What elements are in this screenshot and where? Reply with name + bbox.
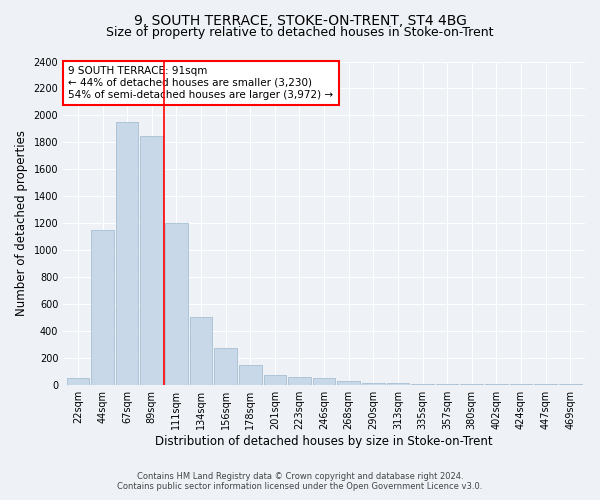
Y-axis label: Number of detached properties: Number of detached properties: [15, 130, 28, 316]
Bar: [337, 380, 360, 384]
Text: Size of property relative to detached houses in Stoke-on-Trent: Size of property relative to detached ho…: [106, 26, 494, 39]
Bar: [116, 122, 139, 384]
Bar: [67, 378, 89, 384]
X-axis label: Distribution of detached houses by size in Stoke-on-Trent: Distribution of detached houses by size …: [155, 434, 493, 448]
Bar: [140, 136, 163, 384]
Bar: [190, 318, 212, 384]
Text: 9, SOUTH TERRACE, STOKE-ON-TRENT, ST4 4BG: 9, SOUTH TERRACE, STOKE-ON-TRENT, ST4 4B…: [134, 14, 466, 28]
Bar: [91, 230, 114, 384]
Bar: [263, 374, 286, 384]
Bar: [214, 348, 237, 384]
Text: 9 SOUTH TERRACE: 91sqm
← 44% of detached houses are smaller (3,230)
54% of semi-: 9 SOUTH TERRACE: 91sqm ← 44% of detached…: [68, 66, 334, 100]
Bar: [288, 378, 311, 384]
Bar: [165, 223, 188, 384]
Text: Contains HM Land Registry data © Crown copyright and database right 2024.: Contains HM Land Registry data © Crown c…: [137, 472, 463, 481]
Bar: [239, 364, 262, 384]
Bar: [362, 382, 385, 384]
Bar: [313, 378, 335, 384]
Text: Contains public sector information licensed under the Open Government Licence v3: Contains public sector information licen…: [118, 482, 482, 491]
